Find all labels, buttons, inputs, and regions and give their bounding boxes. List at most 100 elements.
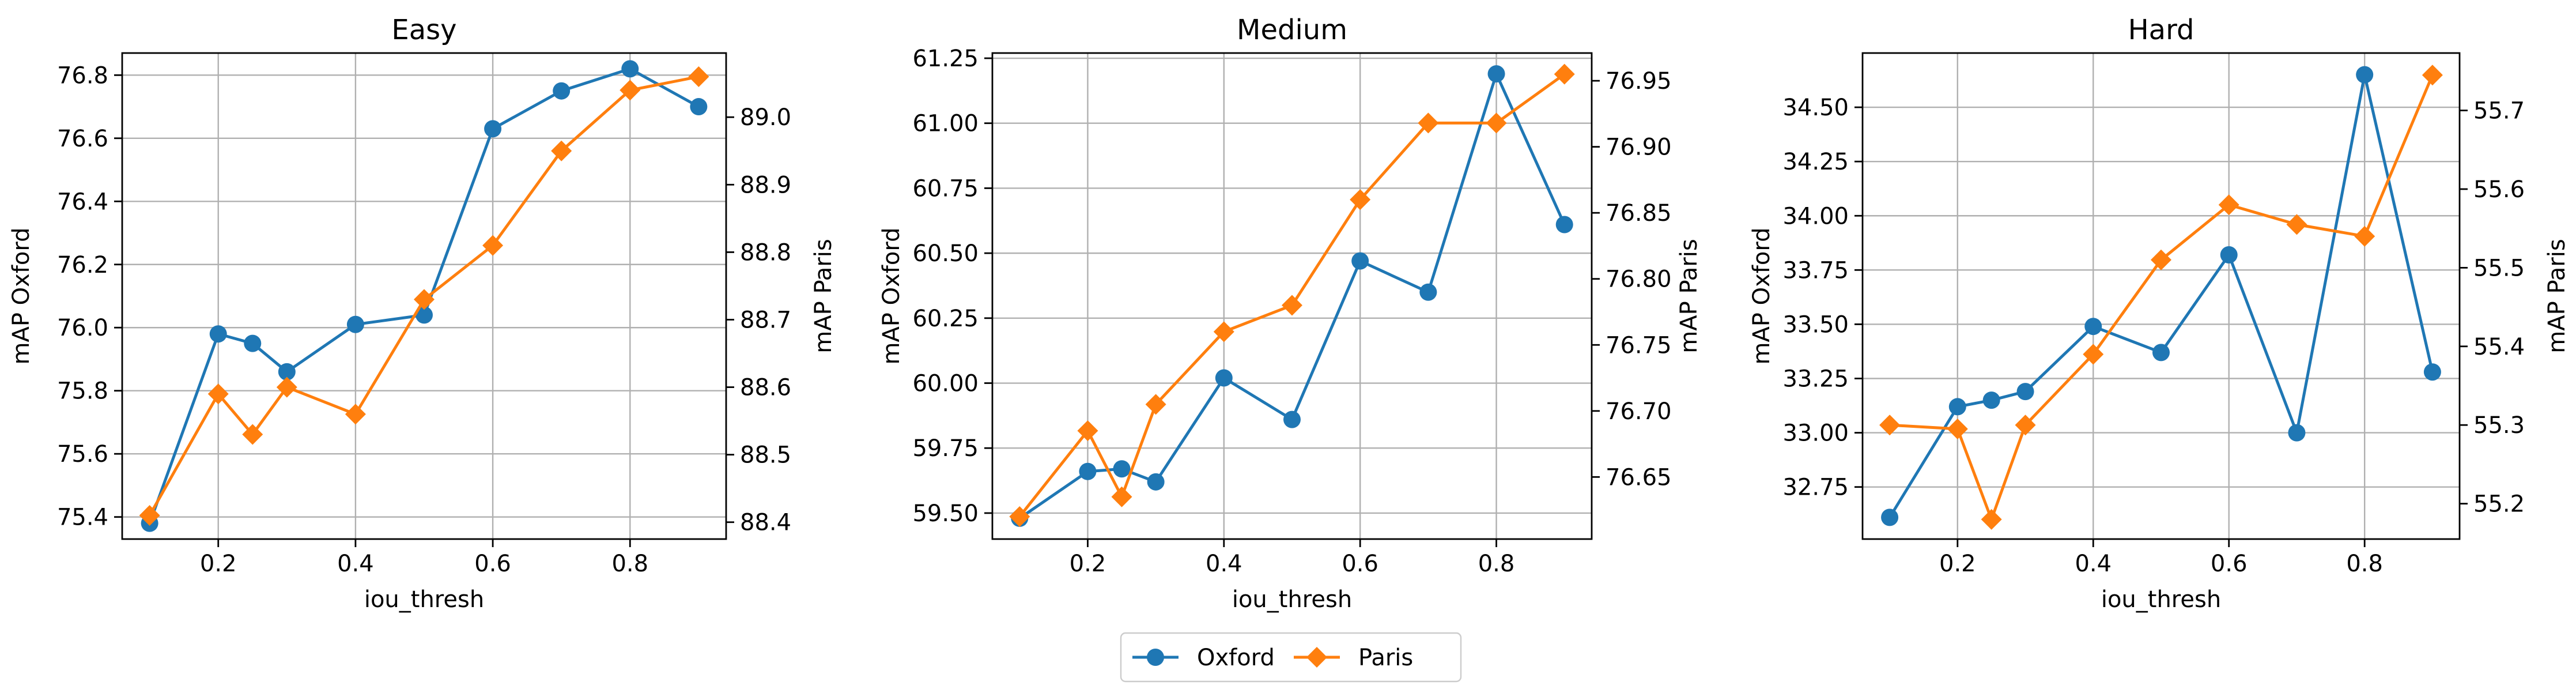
data-point-oxford	[278, 363, 296, 381]
data-point-paris	[482, 235, 504, 256]
data-point-paris	[2354, 225, 2375, 247]
x-tick-label: 0.2	[1070, 551, 1106, 577]
y-tick-label-right: 55.7	[2473, 98, 2525, 125]
y-tick-label-left: 32.75	[1782, 474, 1849, 501]
y-tick-label-left: 33.50	[1782, 311, 1849, 338]
chart-panel-easy: 0.2 0.4 0.6 0.8 75.4 75.6 75.8 76.0 76.2 76.4 76.6…	[8, 14, 837, 613]
data-point-oxford	[2084, 318, 2102, 336]
data-point-paris	[1111, 486, 1132, 507]
y-tick-label-left: 76.2	[57, 252, 108, 278]
legend-marker	[1147, 649, 1164, 666]
y-tick-label-left: 75.8	[57, 378, 108, 405]
data-point-oxford	[1147, 473, 1165, 491]
y-tick-label-left: 34.00	[1782, 203, 1849, 229]
series-line-paris	[148, 75, 699, 517]
y-tick-label-right: 88.9	[740, 172, 791, 198]
data-point-oxford	[553, 82, 571, 100]
data-point-paris	[2218, 194, 2239, 216]
y-tick-label-right: 76.75	[1606, 332, 1672, 359]
y-tick-label-right: 89.0	[740, 104, 791, 131]
data-point-oxford	[2220, 246, 2238, 263]
y-tick-label-left: 61.00	[912, 111, 979, 137]
data-point-paris	[551, 140, 572, 161]
y-tick-label-left: 59.75	[912, 435, 979, 462]
y-tick-label-left: 33.75	[1782, 257, 1849, 284]
legend-item-oxford: Oxford	[1132, 645, 1275, 671]
y-tick-label-right: 88.6	[740, 375, 791, 401]
y-tick-label-left: 76.0	[57, 315, 108, 341]
data-point-oxford	[1487, 65, 1505, 83]
data-point-paris	[414, 289, 435, 310]
x-tick-label: 0.6	[2211, 551, 2248, 577]
x-tick-label: 0.2	[200, 551, 237, 577]
data-point-paris	[2015, 415, 2036, 436]
data-point-paris	[2083, 344, 2104, 365]
data-point-paris	[242, 424, 263, 445]
y-tick-label-right: 55.4	[2473, 334, 2525, 360]
y-tick-label-right: 88.4	[740, 510, 791, 536]
legend-label: Oxford	[1197, 645, 1275, 671]
data-point-paris	[2286, 214, 2307, 235]
data-point-paris	[2422, 65, 2443, 86]
data-point-paris	[207, 383, 229, 405]
y-tick-label-left: 76.6	[57, 126, 108, 152]
y-axis-label-left: mAP Oxford	[8, 227, 35, 364]
chart-panel-medium: 0.2 0.4 0.6 0.8 59.50 59.75 60.00 60.25 60.50 60.…	[878, 14, 1702, 613]
data-point-oxford	[2423, 363, 2441, 381]
data-point-paris	[2151, 249, 2171, 270]
data-point-oxford	[416, 306, 433, 324]
data-point-oxford	[1079, 462, 1097, 480]
series-oxford	[1881, 66, 2441, 526]
data-point-oxford	[1419, 283, 1437, 301]
data-point-oxford	[1881, 509, 1899, 526]
y-tick-label-left: 34.50	[1782, 95, 1849, 121]
plot-frame	[1861, 52, 2461, 540]
data-point-oxford	[621, 60, 639, 78]
y-tick-label-left: 59.50	[912, 500, 979, 527]
data-point-paris	[688, 66, 709, 87]
y-tick-label-right: 76.70	[1606, 398, 1672, 425]
y-tick-label-left: 60.25	[912, 306, 979, 332]
plot-frame	[991, 52, 1593, 540]
y-tick-label-right: 55.5	[2473, 255, 2525, 281]
series-paris	[139, 66, 709, 526]
y-tick-label-right: 88.7	[740, 307, 791, 333]
x-axis-label: iou_thresh	[2101, 586, 2221, 613]
y-axis-label-right: mAP Paris	[1676, 239, 1702, 353]
legend-label: Paris	[1358, 645, 1413, 671]
y-tick-label-left: 76.4	[57, 189, 108, 215]
series-line-oxford	[148, 67, 700, 524]
x-tick-label: 0.4	[1206, 551, 1242, 577]
y-tick-label-right: 76.80	[1606, 266, 1672, 293]
y-tick-label-left: 75.6	[57, 441, 108, 468]
y-tick-label-left: 60.00	[912, 371, 979, 397]
series-paris	[1009, 63, 1575, 528]
data-point-paris	[1009, 506, 1030, 528]
data-point-paris	[1947, 419, 1968, 440]
y-axis-label-left: mAP Oxford	[878, 227, 905, 364]
data-point-oxford	[1555, 216, 1573, 233]
y-tick-label-right: 76.85	[1606, 200, 1672, 227]
data-point-oxford	[2152, 344, 2170, 361]
y-tick-label-right: 76.65	[1606, 464, 1672, 491]
y-axis-label-left: mAP Oxford	[1748, 227, 1775, 364]
legend-box	[1120, 632, 1462, 683]
data-point-paris	[139, 505, 160, 526]
y-tick-label-right: 88.8	[740, 239, 791, 266]
x-tick-label: 0.6	[1342, 551, 1378, 577]
x-axis-label: iou_thresh	[1232, 586, 1352, 613]
legend-marker	[1306, 647, 1327, 668]
data-point-oxford	[346, 315, 364, 333]
y-tick-label-right: 55.6	[2473, 176, 2525, 203]
y-tick-label-left: 76.8	[57, 62, 108, 89]
data-point-paris	[1879, 415, 1901, 436]
y-tick-label-right: 76.90	[1606, 134, 1672, 161]
y-tick-label-left: 33.00	[1782, 420, 1849, 447]
x-tick-label: 0.2	[1939, 551, 1976, 577]
data-point-oxford	[1982, 391, 2000, 409]
data-point-paris	[1486, 112, 1507, 134]
series-line-paris	[1018, 73, 1566, 518]
series-paris	[1879, 65, 2443, 530]
data-point-paris	[1213, 321, 1234, 342]
